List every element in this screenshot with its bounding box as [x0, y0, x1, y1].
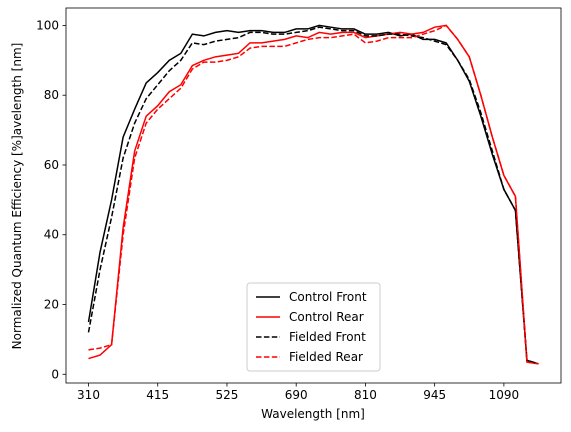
- y-tick-label: 80: [44, 88, 59, 102]
- legend: Control Front Control Rear Fielded Front Fi…: [246, 282, 381, 372]
- x-tick-label: 525: [216, 388, 239, 402]
- y-axis-label: Normalized Quantum Efficiency [%]aveleng…: [10, 43, 24, 350]
- x-tick-label: 690: [285, 388, 308, 402]
- y-tick-label: 40: [44, 228, 59, 242]
- series-line: [87, 26, 539, 365]
- legend-label: Control Rear: [289, 310, 364, 324]
- x-tick-label: 1090: [489, 388, 520, 402]
- x-tick-label: 810: [354, 388, 377, 402]
- legend-label: Control Front: [289, 290, 367, 304]
- x-tick-label: 310: [77, 388, 100, 402]
- x-axis-label: Wavelength [nm]: [261, 407, 365, 421]
- legend-label: Fielded Rear: [289, 350, 363, 364]
- legend-box: [246, 282, 381, 372]
- y-tick-label: 0: [51, 367, 59, 381]
- y-tick-label: 20: [44, 298, 59, 312]
- y-tick-label: 100: [36, 18, 59, 32]
- plot-frame: [65, 7, 562, 384]
- x-tick-label: 415: [146, 388, 169, 402]
- x-tick-label: 945: [423, 388, 446, 402]
- y-tick-label: 60: [44, 158, 59, 172]
- series-line: [88, 24, 539, 365]
- legend-label: Fielded Front: [289, 330, 366, 344]
